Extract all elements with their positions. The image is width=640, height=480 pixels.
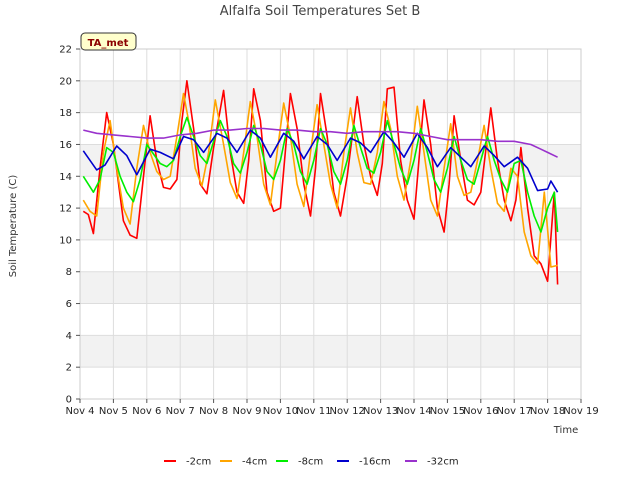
plot-area-frame xyxy=(79,48,582,400)
plot-band xyxy=(80,303,581,336)
plot-band xyxy=(80,208,581,240)
plot-band xyxy=(80,49,581,81)
plot-band xyxy=(80,367,581,399)
x-axis-label: Time xyxy=(553,425,578,436)
legend-label: -4cm xyxy=(242,457,267,468)
plot-band xyxy=(80,80,581,113)
series-line-neg2cm xyxy=(82,80,559,285)
legend-item: -16cm xyxy=(337,457,391,468)
x-tick-label: Nov 8 xyxy=(199,406,228,417)
y-tick-label: 22 xyxy=(59,45,72,56)
x-axis-ticks: Nov 4 Nov 5 Nov 6 Nov 7 Nov 8 Nov 9 Nov 10Nov … xyxy=(65,399,599,417)
y-tick-label: 16 xyxy=(59,140,72,151)
x-tick-label: Nov 12 xyxy=(329,406,364,417)
y-tick-label: 4 xyxy=(66,331,72,342)
plot-bands xyxy=(80,49,581,399)
x-tick-label: Nov 11 xyxy=(296,406,331,417)
series-line-neg16cm xyxy=(82,129,559,193)
series-line-neg32cm xyxy=(83,127,558,158)
series-layer xyxy=(82,80,559,285)
ta-met-badge: TA_met xyxy=(80,32,137,51)
y-tick-label: 6 xyxy=(66,299,72,310)
y-tick-label: 18 xyxy=(59,108,72,119)
badge-label: TA_met xyxy=(88,38,129,49)
y-tick-label: 0 xyxy=(66,395,72,406)
x-tick-label: Nov 10 xyxy=(263,406,298,417)
y-tick-label: 10 xyxy=(59,235,72,246)
plot-band xyxy=(80,335,581,368)
x-tick-label: Nov 7 xyxy=(166,406,195,417)
plot-band xyxy=(80,271,581,304)
legend-item: -8cm xyxy=(276,457,323,468)
y-axis-ticks: 0 2 4 6 8 10 12 14 16 18 20 22 xyxy=(59,45,80,406)
x-tick-label: Nov 19 xyxy=(563,406,598,417)
x-tick-label: Nov 16 xyxy=(463,406,498,417)
x-tick-label: Nov 4 xyxy=(65,406,94,417)
x-tick-label: Nov 15 xyxy=(430,406,465,417)
y-tick-label: 8 xyxy=(66,267,72,278)
legend-label: -16cm xyxy=(359,457,391,468)
chart-title: Alfalfa Soil Temperatures Set B xyxy=(220,4,421,19)
x-tick-label: Nov 17 xyxy=(496,406,531,417)
y-axis-label: Soil Temperature (C) xyxy=(8,175,19,278)
y-tick-label: 14 xyxy=(59,172,72,183)
x-tick-label: Nov 5 xyxy=(99,406,128,417)
plot-band xyxy=(80,112,581,145)
y-tick-label: 20 xyxy=(59,76,72,87)
plot-band xyxy=(80,239,581,272)
legend-label: -2cm xyxy=(186,457,211,468)
x-tick-label: Nov 9 xyxy=(232,406,261,417)
x-tick-label: Nov 14 xyxy=(396,406,431,417)
series-line-neg8cm xyxy=(82,116,559,233)
y-tick-label: 12 xyxy=(59,204,72,215)
legend-label: -32cm xyxy=(427,457,459,468)
x-tick-label: Nov 13 xyxy=(363,406,398,417)
legend: -2cm -4cm -8cm -16cm -32cm xyxy=(164,457,459,468)
legend-label: -8cm xyxy=(298,457,323,468)
legend-item: -32cm xyxy=(405,457,459,468)
legend-item: -4cm xyxy=(220,457,267,468)
legend-item: -2cm xyxy=(164,457,211,468)
badge-box xyxy=(80,32,137,51)
y-tick-label: 2 xyxy=(66,363,72,374)
x-tick-label: Nov 18 xyxy=(530,406,565,417)
x-tick-label: Nov 6 xyxy=(132,406,161,417)
